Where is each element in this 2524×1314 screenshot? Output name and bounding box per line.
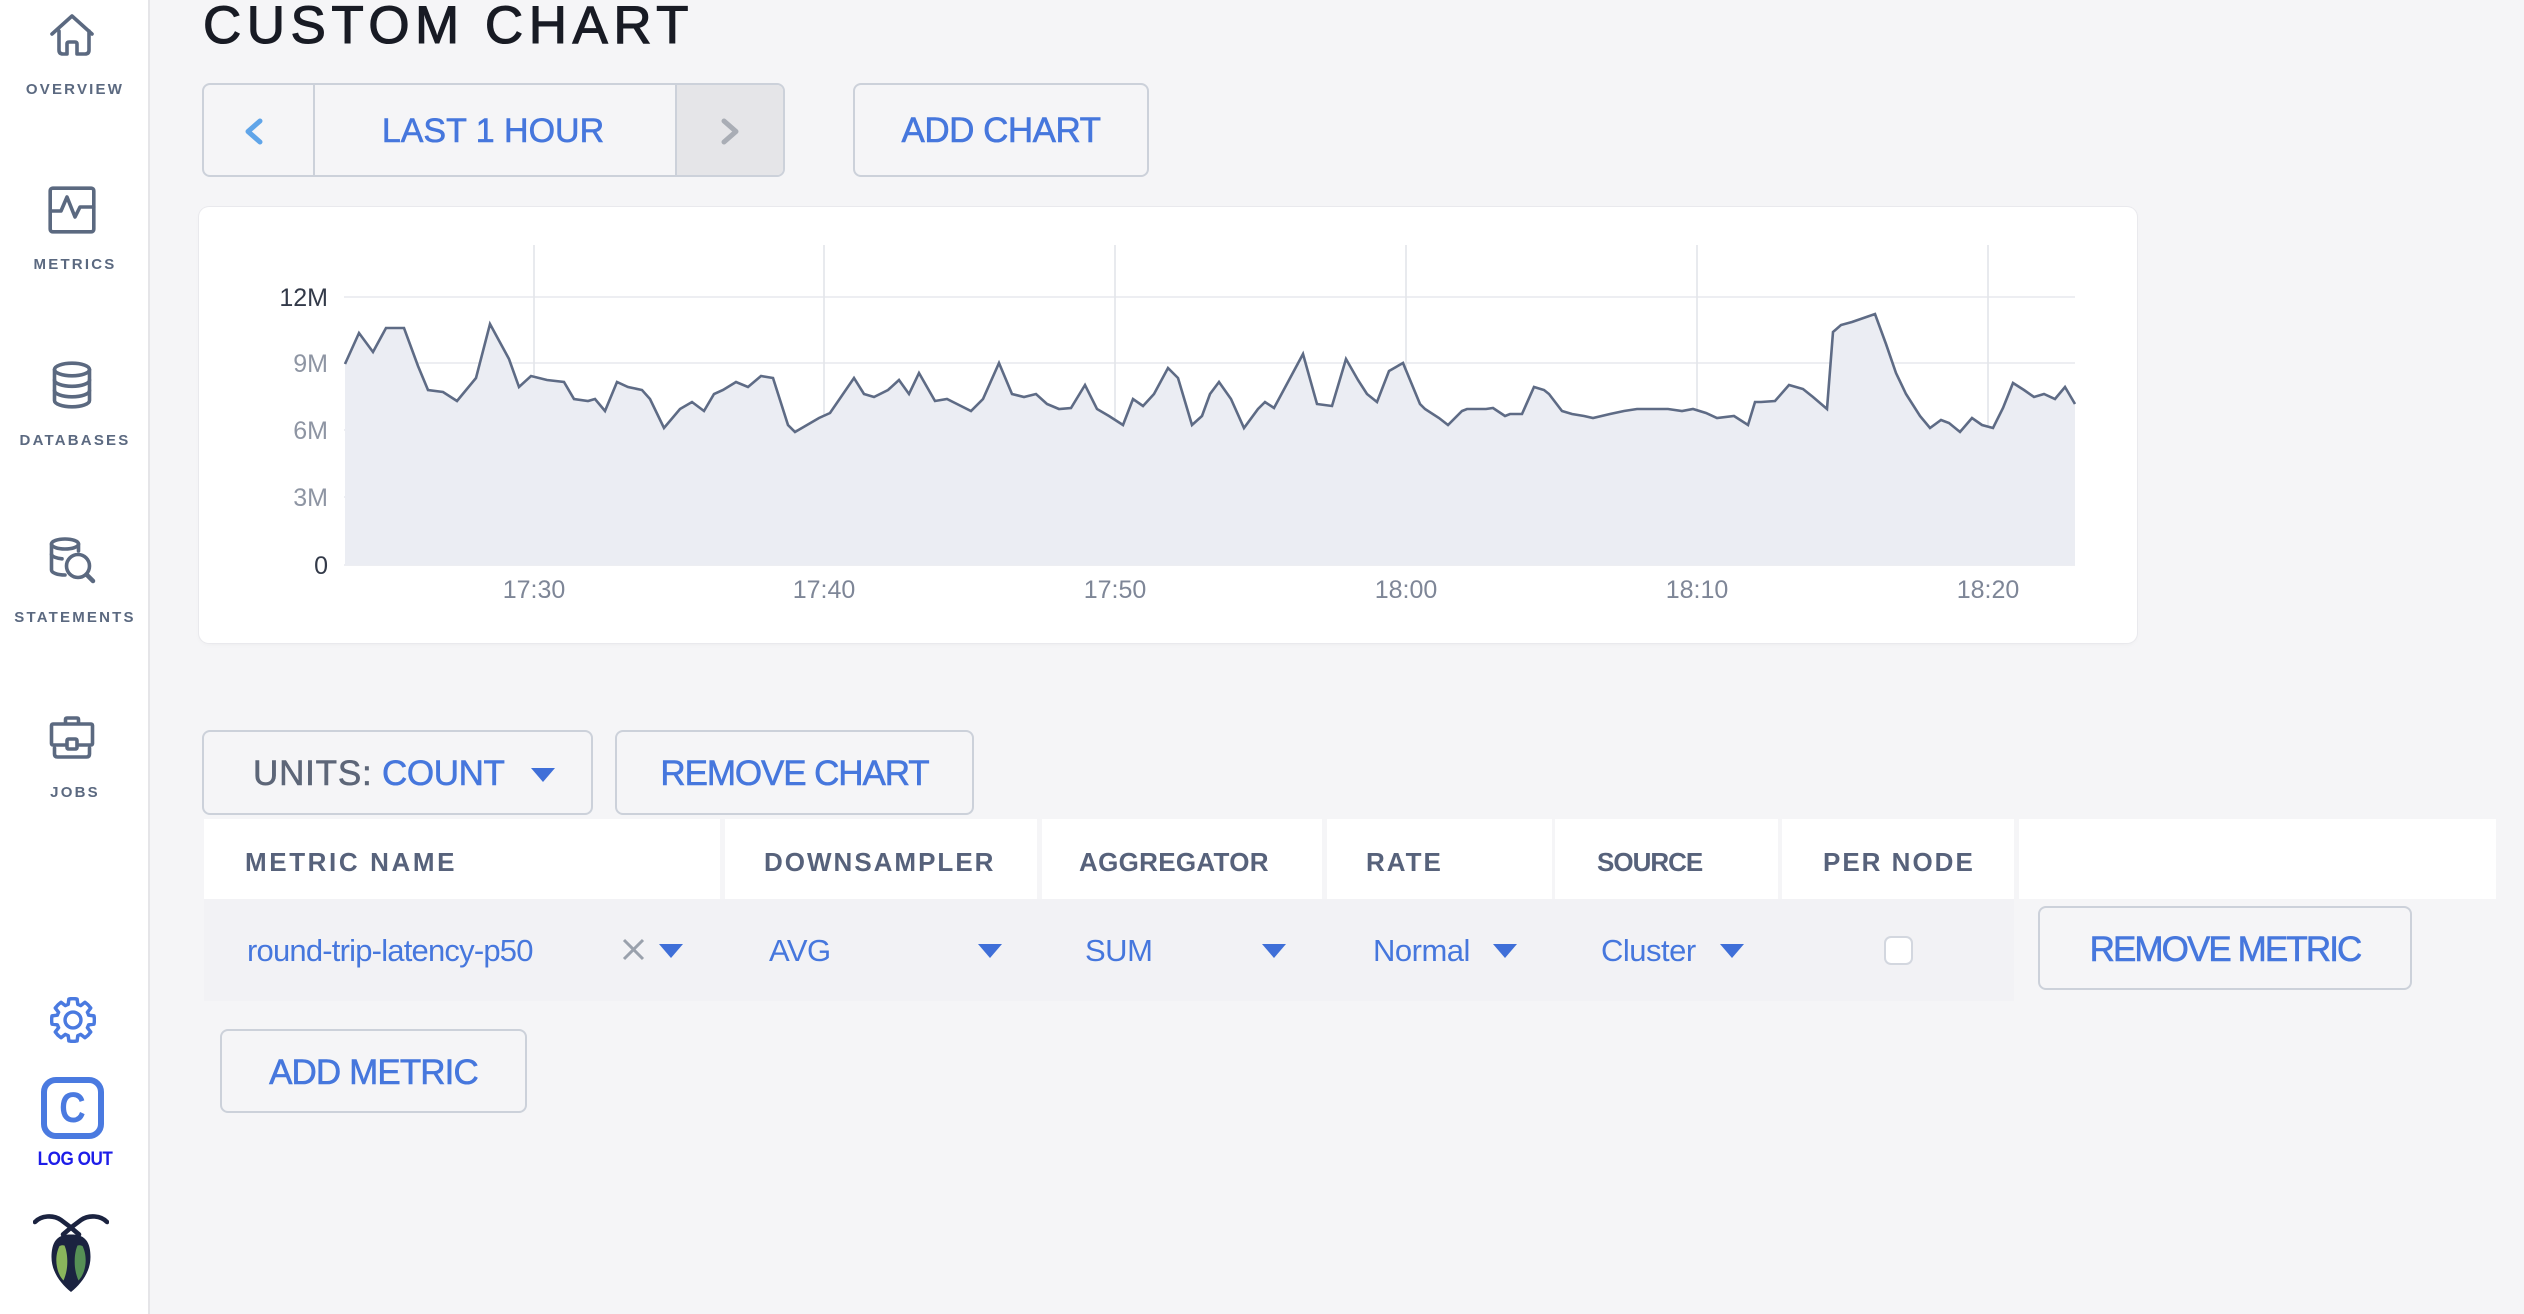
svg-text:18:00: 18:00: [1375, 576, 1438, 604]
svg-text:9M: 9M: [293, 350, 328, 378]
svg-text:17:30: 17:30: [503, 576, 566, 604]
svg-text:17:40: 17:40: [793, 576, 856, 604]
svg-text:18:20: 18:20: [1957, 576, 2020, 604]
svg-text:3M: 3M: [293, 484, 328, 512]
svg-text:18:10: 18:10: [1666, 576, 1729, 604]
svg-text:12M: 12M: [279, 284, 328, 312]
svg-text:6M: 6M: [293, 417, 328, 445]
svg-text:17:50: 17:50: [1084, 576, 1147, 604]
svg-text:0: 0: [314, 552, 328, 580]
